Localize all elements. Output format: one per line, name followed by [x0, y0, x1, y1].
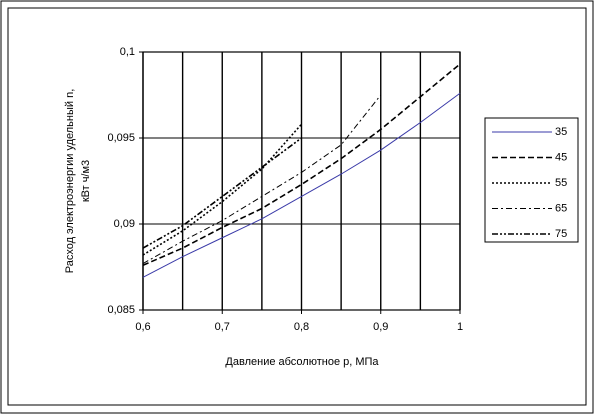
y-tick-label: 0,1 [120, 46, 135, 58]
y-tick-label: 0,09 [114, 218, 135, 230]
legend-label: 55 [555, 177, 567, 189]
y-tick-label: 0,085 [107, 304, 135, 316]
y-axis-label: кВт ч/м3 [80, 160, 92, 202]
series-line [142, 92, 461, 278]
series-line [142, 63, 461, 267]
y-axis-label: Расход электроэнергии удельный n, [64, 89, 76, 274]
x-axis-label: Давление абсолютное p, МПа [225, 356, 379, 368]
series-line [142, 137, 302, 249]
y-tick-label: 0,095 [107, 132, 135, 144]
legend-label: 75 [555, 228, 567, 240]
x-tick-label: 0,6 [135, 321, 150, 333]
x-tick-label: 0,9 [373, 321, 388, 333]
legend-label: 35 [555, 126, 567, 138]
series-line [142, 94, 382, 264]
legend-label: 45 [555, 151, 567, 163]
x-tick-label: 1 [457, 321, 463, 333]
chart-frame [7, 7, 587, 406]
legend-label: 65 [555, 202, 567, 214]
x-tick-label: 0,7 [215, 321, 230, 333]
legend-box [484, 117, 579, 243]
x-tick-label: 0,8 [294, 321, 309, 333]
